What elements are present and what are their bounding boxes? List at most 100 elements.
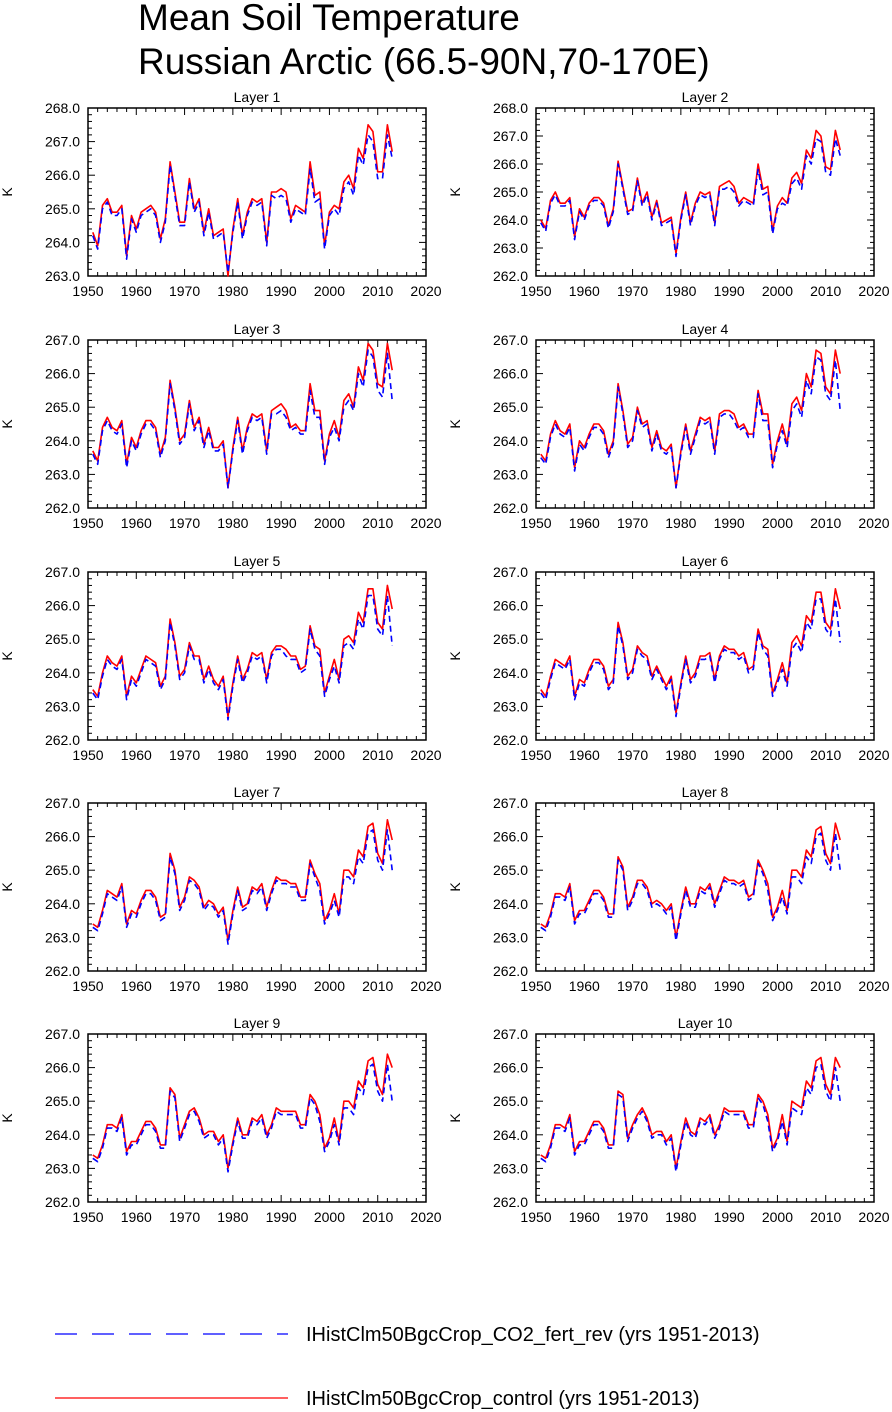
y-tick-label-layer-2: 262.0 — [493, 268, 528, 284]
y-tick-label-layer-3: 265.0 — [45, 399, 80, 415]
y-tick-label-layer-6: 266.0 — [493, 598, 528, 614]
y-tick-label-layer-4: 266.0 — [493, 366, 528, 382]
x-tick-label-layer-9: 1980 — [217, 1209, 248, 1225]
series-line-control-layer-2 — [540, 129, 841, 255]
series-line-co2-fert-rev-layer-6 — [540, 598, 841, 718]
x-tick-label-layer-5: 1960 — [121, 747, 152, 763]
x-tick-label-layer-1: 2020 — [410, 283, 441, 299]
y-tick-label-layer-3: 266.0 — [45, 366, 80, 382]
series-line-control-layer-8 — [540, 822, 841, 939]
series-line-co2-fert-rev-layer-10 — [540, 1063, 841, 1173]
plot-frame-layer-5 — [87, 571, 427, 741]
x-tick-label-layer-4: 2010 — [810, 515, 841, 531]
y-tick-label-layer-4: 264.0 — [493, 433, 528, 449]
x-tick-label-layer-8: 1950 — [520, 978, 551, 994]
x-tick-label-layer-2: 2020 — [858, 283, 889, 299]
y-axis-label-layer-4: K — [447, 419, 463, 429]
y-tick-label-layer-8: 266.0 — [493, 829, 528, 845]
series-line-co2-fert-rev-layer-3 — [92, 349, 393, 489]
panel-title-layer-6: Layer 6 — [682, 553, 729, 569]
x-tick-label-layer-6: 2010 — [810, 747, 841, 763]
x-tick-label-layer-6: 2000 — [762, 747, 793, 763]
x-tick-label-layer-3: 2010 — [362, 515, 393, 531]
x-tick-label-layer-2: 2010 — [810, 283, 841, 299]
y-tick-label-layer-3: 264.0 — [45, 433, 80, 449]
x-tick-label-layer-9: 1960 — [121, 1209, 152, 1225]
x-tick-label-layer-1: 1980 — [217, 283, 248, 299]
series-line-co2-fert-rev-layer-4 — [540, 355, 841, 489]
x-tick-label-layer-7: 2010 — [362, 978, 393, 994]
panel-layer-1: Layer 1 1950 1960 1970 1980 1990 2000 2010 2020 2… — [0, 89, 442, 299]
y-tick-label-layer-5: 263.0 — [45, 698, 80, 714]
y-axis-label-layer-8: K — [447, 882, 463, 892]
y-tick-label-layer-2: 267.0 — [493, 128, 528, 144]
plot-frame-layer-3 — [87, 339, 427, 509]
y-tick-label-layer-7: 265.0 — [45, 862, 80, 878]
x-tick-label-layer-9: 2020 — [410, 1209, 441, 1225]
y-tick-label-layer-4: 262.0 — [493, 500, 528, 516]
y-axis-label-layer-3: K — [0, 419, 15, 429]
series-line-control-layer-4 — [540, 349, 841, 489]
x-tick-label-layer-6: 1950 — [520, 747, 551, 763]
series-line-control-layer-5 — [92, 584, 393, 718]
x-tick-label-layer-2: 1990 — [714, 283, 745, 299]
y-tick-label-layer-6: 264.0 — [493, 665, 528, 681]
y-tick-label-layer-1: 264.0 — [45, 234, 80, 250]
panel-title-layer-8: Layer 8 — [682, 784, 729, 800]
y-axis-label-layer-1: K — [0, 187, 15, 197]
y-tick-label-layer-2: 264.0 — [493, 212, 528, 228]
y-tick-label-layer-4: 265.0 — [493, 399, 528, 415]
y-tick-label-layer-10: 264.0 — [493, 1127, 528, 1143]
x-tick-label-layer-1: 1950 — [72, 283, 103, 299]
x-tick-label-layer-6: 2020 — [858, 747, 889, 763]
x-tick-label-layer-5: 2010 — [362, 747, 393, 763]
y-tick-label-layer-9: 264.0 — [45, 1127, 80, 1143]
plot-frame-layer-2 — [535, 107, 875, 277]
x-tick-label-layer-4: 1980 — [665, 515, 696, 531]
x-tick-label-layer-2: 1950 — [520, 283, 551, 299]
y-tick-label-layer-2: 263.0 — [493, 240, 528, 256]
y-tick-label-layer-6: 262.0 — [493, 732, 528, 748]
panel-title-layer-4: Layer 4 — [682, 321, 729, 337]
y-tick-label-layer-6: 267.0 — [493, 564, 528, 580]
legend-label-co2-fert-rev: IHistClm50BgcCrop_CO2_fert_rev (yrs 1951… — [306, 1324, 760, 1346]
x-tick-label-layer-6: 1980 — [665, 747, 696, 763]
y-tick-label-layer-9: 266.0 — [45, 1060, 80, 1076]
y-axis-label-layer-9: K — [0, 1113, 15, 1123]
y-tick-label-layer-10: 265.0 — [493, 1093, 528, 1109]
series-line-co2-fert-rev-layer-9 — [92, 1063, 393, 1173]
y-tick-label-layer-3: 262.0 — [45, 500, 80, 516]
series-line-co2-fert-rev-layer-2 — [540, 138, 841, 258]
plot-frame-layer-8 — [535, 802, 875, 972]
y-tick-label-layer-8: 264.0 — [493, 896, 528, 912]
panel-layer-4: Layer 4 1950 1960 1970 1980 1990 2000 2010 2020 2… — [447, 321, 890, 531]
x-tick-label-layer-5: 2000 — [314, 747, 345, 763]
y-tick-label-layer-1: 268.0 — [45, 100, 80, 116]
y-tick-label-layer-1: 266.0 — [45, 167, 80, 183]
x-tick-label-layer-5: 1980 — [217, 747, 248, 763]
x-tick-label-layer-7: 1950 — [72, 978, 103, 994]
x-tick-label-layer-7: 1970 — [169, 978, 200, 994]
figure-title-line-1: Mean Soil Temperature — [138, 0, 520, 38]
panel-title-layer-5: Layer 5 — [234, 553, 281, 569]
x-tick-label-layer-10: 2020 — [858, 1209, 889, 1225]
panel-layer-6: Layer 6 1950 1960 1970 1980 1990 2000 2010 2020 2… — [447, 553, 890, 763]
y-tick-label-layer-6: 265.0 — [493, 631, 528, 647]
y-tick-label-layer-2: 265.0 — [493, 184, 528, 200]
x-tick-label-layer-5: 1970 — [169, 747, 200, 763]
x-tick-label-layer-4: 1970 — [617, 515, 648, 531]
x-tick-label-layer-9: 2010 — [362, 1209, 393, 1225]
x-tick-label-layer-3: 1990 — [266, 515, 297, 531]
x-tick-label-layer-7: 2000 — [314, 978, 345, 994]
y-tick-label-layer-2: 268.0 — [493, 100, 528, 116]
y-tick-label-layer-9: 265.0 — [45, 1093, 80, 1109]
series-line-control-layer-3 — [92, 342, 393, 489]
x-tick-label-layer-8: 2020 — [858, 978, 889, 994]
x-tick-label-layer-9: 1950 — [72, 1209, 103, 1225]
y-tick-label-layer-5: 264.0 — [45, 665, 80, 681]
y-tick-label-layer-8: 267.0 — [493, 795, 528, 811]
x-tick-label-layer-6: 1990 — [714, 747, 745, 763]
plot-frame-layer-4 — [535, 339, 875, 509]
y-tick-label-layer-9: 263.0 — [45, 1160, 80, 1176]
